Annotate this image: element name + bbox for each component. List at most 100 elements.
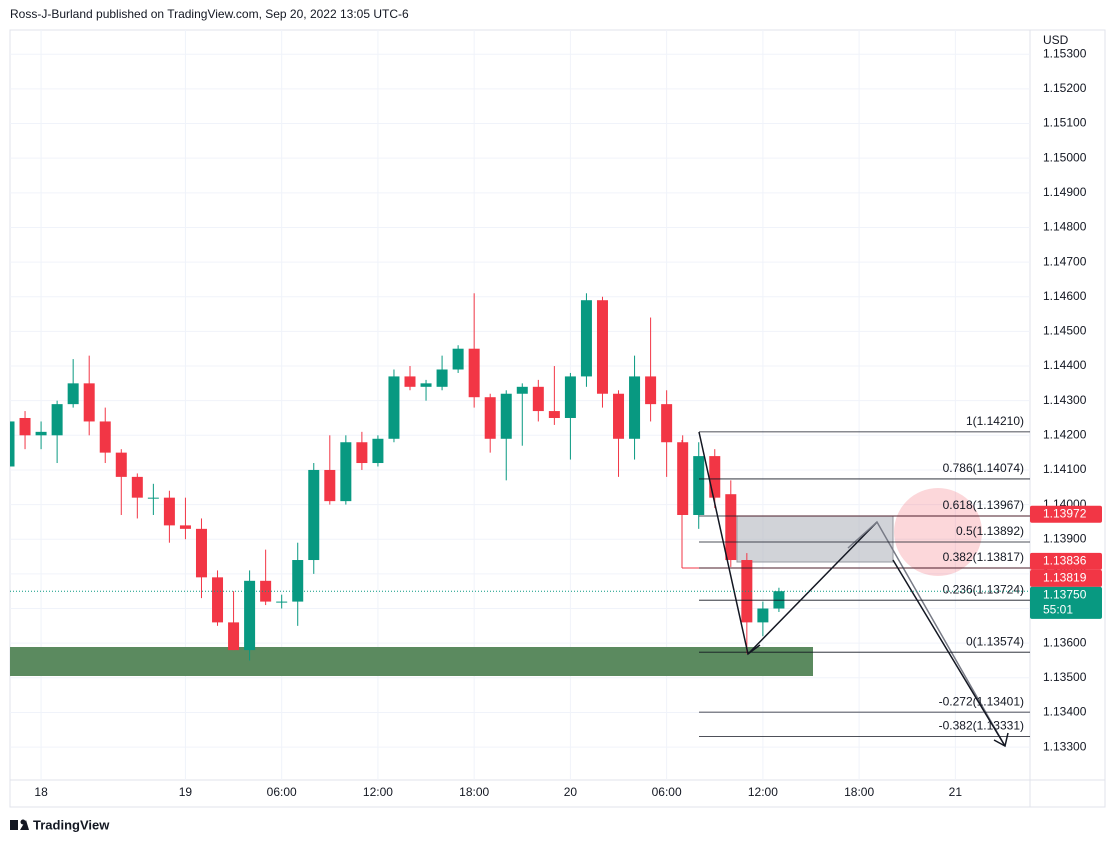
- frame: [9, 29, 1106, 808]
- candle-body: [83, 383, 95, 422]
- price-tag: [1030, 552, 1102, 570]
- candle-body: [629, 376, 641, 439]
- y-tick-label: 1.14300: [1043, 393, 1087, 407]
- candle-body: [757, 608, 769, 623]
- candle-body: [131, 476, 143, 498]
- candle-body: [51, 404, 63, 436]
- candle-body: [276, 601, 288, 603]
- candles: [10, 293, 785, 661]
- candle-body: [613, 393, 625, 439]
- price-tag-label: 1.13972: [1043, 506, 1087, 520]
- zigzag-line: [747, 521, 878, 655]
- candle-body: [163, 497, 175, 526]
- fib-label: 0.382(1.13817): [943, 550, 1024, 564]
- x-tick-label: 06:00: [652, 785, 682, 799]
- candle-body: [548, 411, 560, 418]
- price-tag: [1030, 586, 1102, 619]
- fib-label: -0.382(1.13331): [939, 719, 1024, 733]
- candle-body: [580, 300, 592, 377]
- drawings: [10, 440, 1030, 676]
- candle-body: [115, 452, 127, 477]
- candle-body: [436, 369, 448, 387]
- source-label: TradingView: [33, 817, 110, 832]
- y-tick-label: 1.14500: [1043, 324, 1087, 338]
- resistance-box: [736, 515, 894, 563]
- y-tick-label: 1.15200: [1043, 81, 1087, 95]
- price-tag: [1030, 505, 1102, 523]
- candle-body: [372, 438, 384, 464]
- y-tick-label: 1.14600: [1043, 289, 1087, 303]
- candle-body: [468, 348, 480, 398]
- y-tick-label: 1.14400: [1043, 358, 1087, 372]
- candle-body: [244, 580, 256, 651]
- x-tick-label: 18:00: [844, 785, 874, 799]
- candle-body: [645, 376, 657, 405]
- fib-label: 0.618(1.13967): [943, 498, 1024, 512]
- header-title: Ross-J-Burland published on TradingView.…: [10, 7, 409, 21]
- y-tick-label: 1.14100: [1043, 462, 1087, 476]
- arrow-head: [993, 732, 1009, 748]
- candle-body: [292, 560, 304, 602]
- projection-line: [892, 559, 1006, 747]
- candle-body: [500, 393, 512, 439]
- candle-body: [677, 442, 689, 515]
- y-tick-label: 1.14900: [1043, 185, 1087, 199]
- axes: 1.15300 1.15200 1.15100 1.15000 1.14900 1.148…: [34, 46, 1102, 799]
- candle-body: [404, 376, 416, 387]
- candle-body: [99, 421, 111, 453]
- candle-body: [195, 528, 207, 578]
- x-tick-label: 06:00: [267, 785, 297, 799]
- y-tick-label: 1.15100: [1043, 116, 1087, 130]
- candle-body: [35, 431, 47, 436]
- y-tick-label: 1.13400: [1043, 705, 1087, 719]
- candle-body: [725, 494, 737, 561]
- x-tick-label: 12:00: [748, 785, 778, 799]
- candle-body: [420, 383, 432, 387]
- x-tick-label: 18:00: [459, 785, 489, 799]
- candle-body: [741, 560, 753, 623]
- grid: [10, 30, 1030, 780]
- candle-body: [19, 417, 31, 436]
- logo-mark: [20, 820, 29, 830]
- price-tag: [1030, 569, 1102, 587]
- candle-body: [516, 386, 528, 394]
- price-tag-label: 1.13750: [1043, 588, 1087, 602]
- candle-body: [709, 456, 721, 498]
- highlight-circle: [894, 488, 982, 576]
- logo-mark: [10, 820, 18, 830]
- candle-body: [308, 469, 320, 561]
- candle-body: [179, 525, 191, 529]
- candle-body: [340, 442, 352, 502]
- x-tick-label: 19: [179, 785, 193, 799]
- candle-body: [212, 577, 224, 623]
- logo: TradingView: [10, 817, 110, 832]
- candle-body: [228, 622, 240, 651]
- y-tick-label: 1.13600: [1043, 635, 1087, 649]
- y-tick-label: 1.15300: [1043, 46, 1087, 60]
- price-tag-label: 1.13819: [1043, 571, 1087, 585]
- candle-body: [147, 497, 159, 499]
- candle-body: [693, 456, 705, 515]
- countdown-label: 55:01: [1043, 603, 1073, 617]
- y-tick-label: 1.13300: [1043, 739, 1087, 753]
- fib-label: 1(1.14210): [966, 414, 1024, 428]
- x-tick-label: 21: [949, 785, 963, 799]
- x-tick-label: 20: [564, 785, 578, 799]
- candle-body: [356, 442, 368, 464]
- fib-label: 0.5(1.13892): [956, 524, 1024, 538]
- support-zone: [10, 647, 813, 676]
- y-tick-label: 1.13900: [1043, 531, 1087, 545]
- fib-label: 0.786(1.14074): [943, 461, 1024, 475]
- candle-body: [10, 421, 15, 467]
- candle-body: [532, 386, 544, 412]
- y-tick-label: 1.13500: [1043, 670, 1087, 684]
- projection-line: [847, 520, 1006, 747]
- fib-label: 0.236(1.13724): [943, 582, 1024, 596]
- candle-body: [484, 397, 496, 439]
- y-tick-label: 1.14800: [1043, 220, 1087, 234]
- fib-label: -0.272(1.13401): [939, 694, 1024, 708]
- candle-body: [324, 469, 336, 502]
- y-tick-label: 1.14200: [1043, 427, 1087, 441]
